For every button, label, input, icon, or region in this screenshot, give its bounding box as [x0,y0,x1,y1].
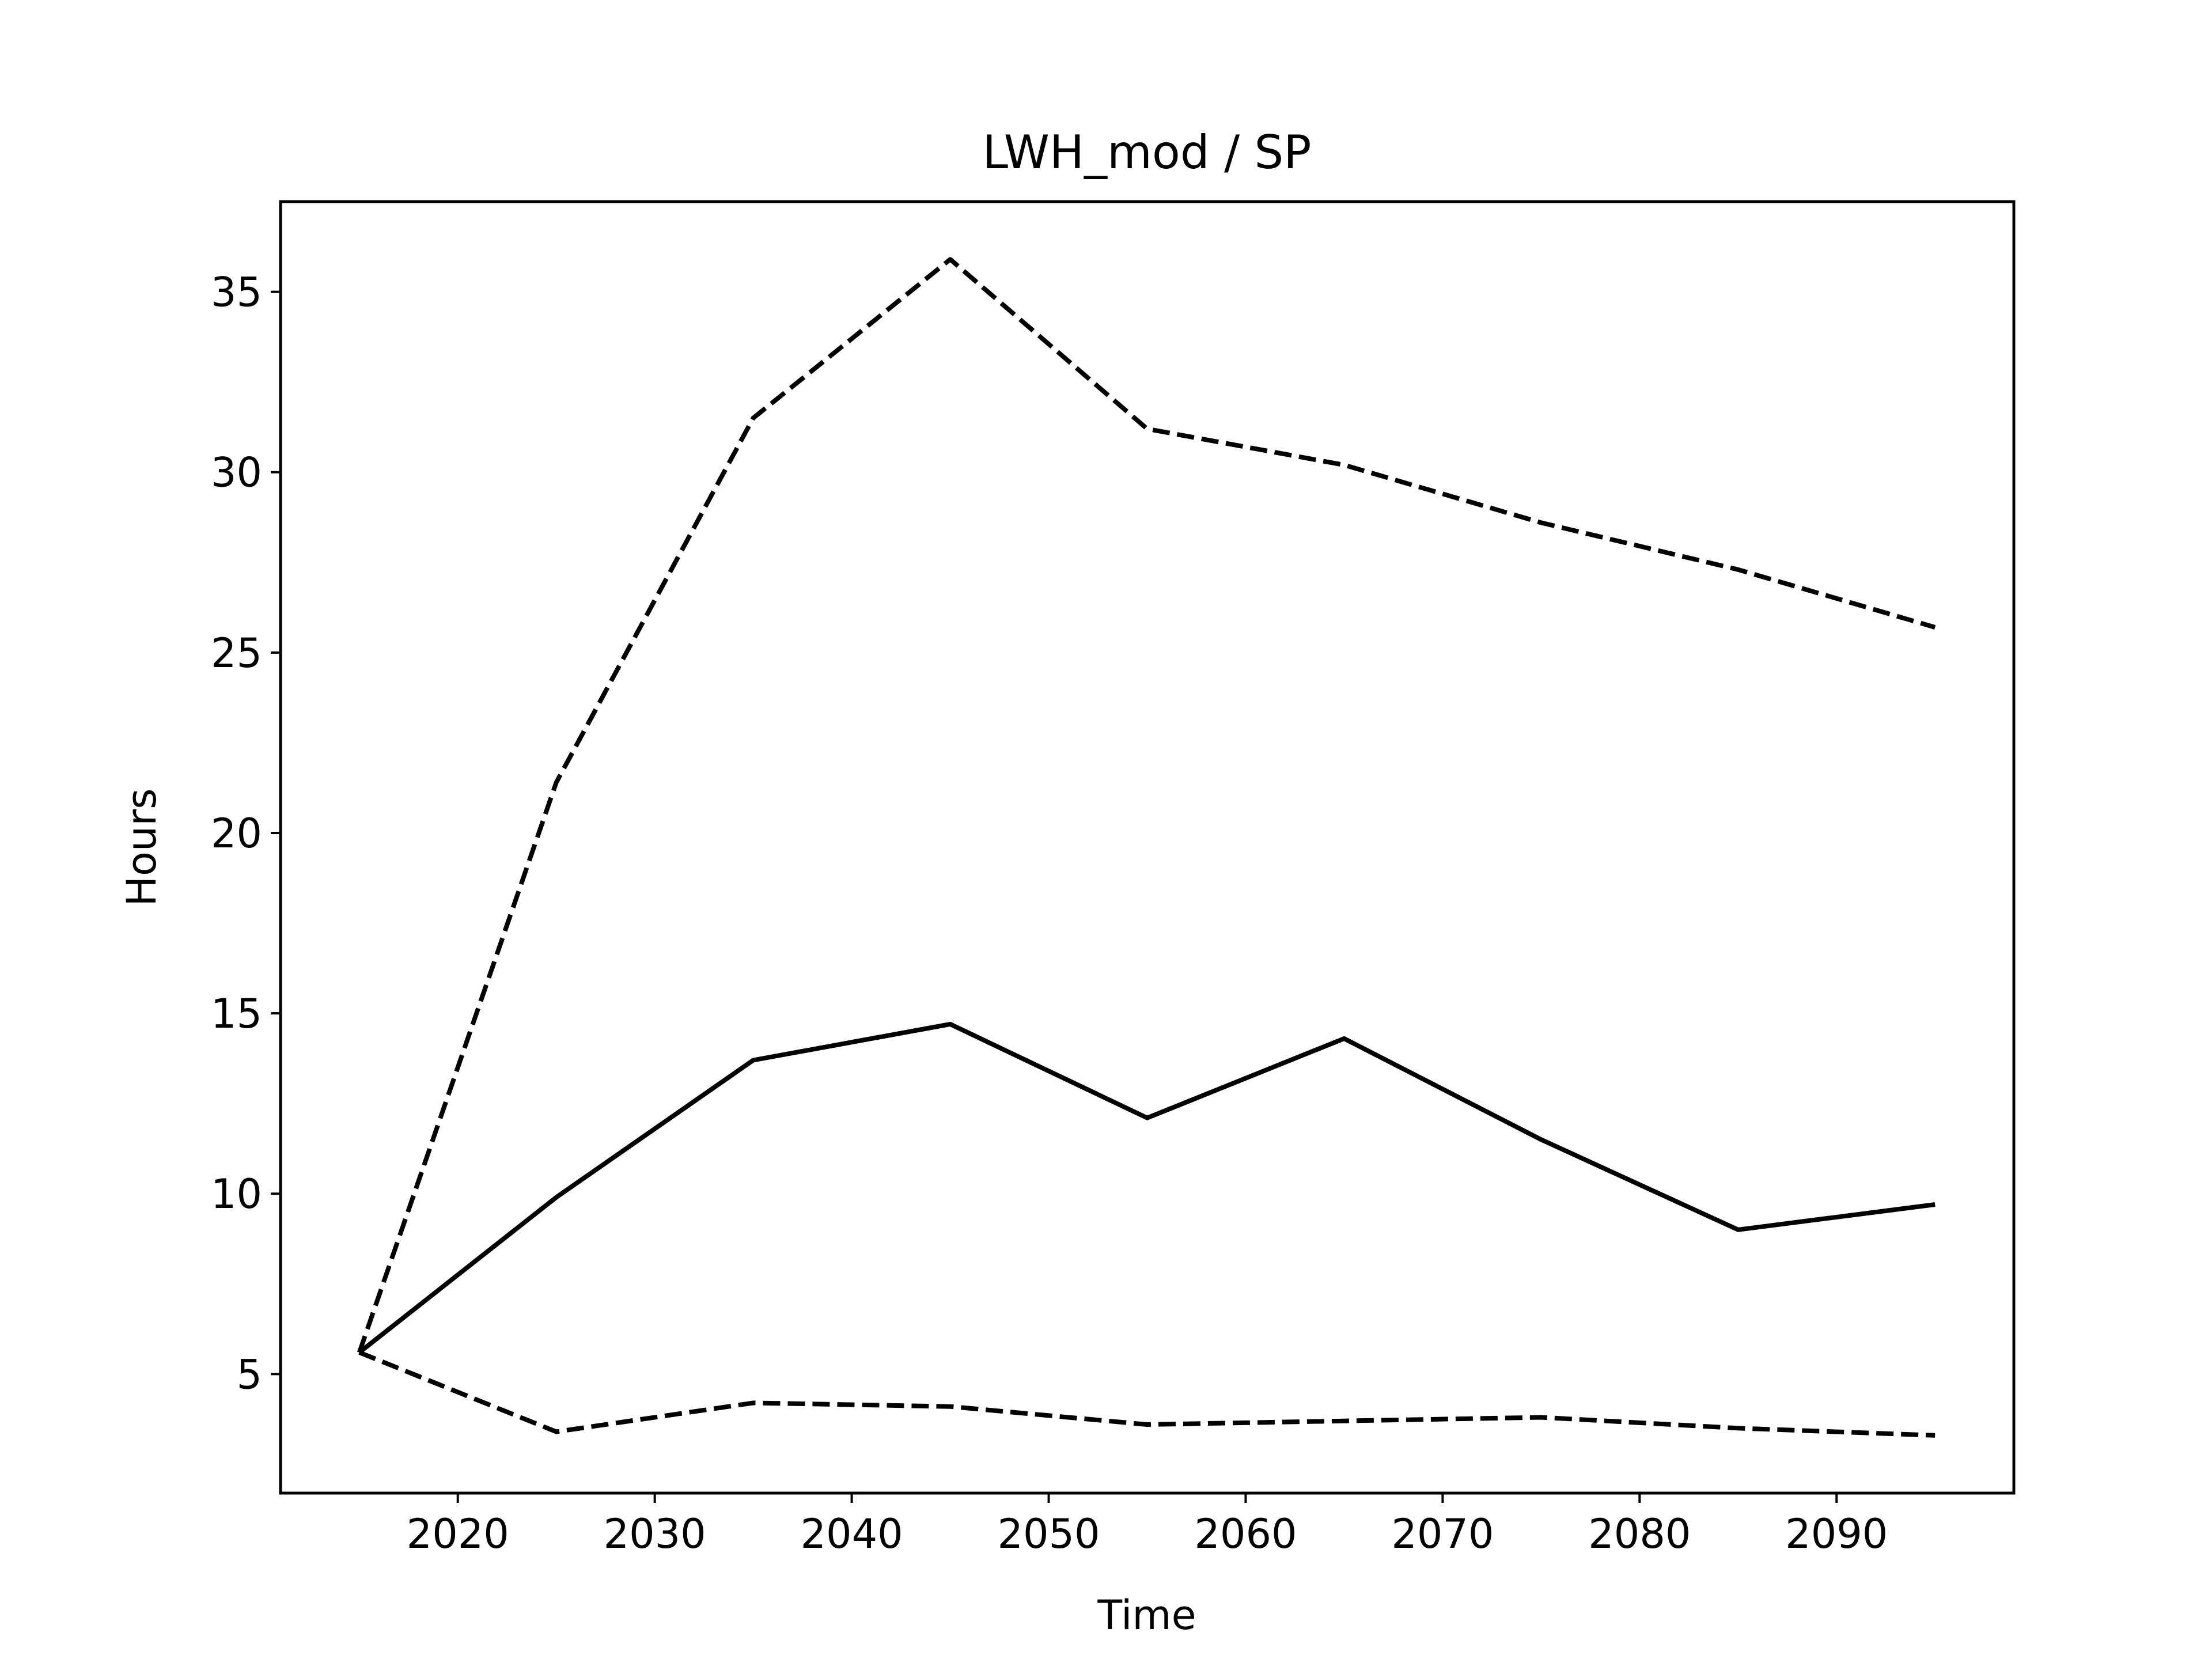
y-tick-label: 35 [211,269,262,316]
y-tick-label: 30 [211,449,262,497]
axes-frame [279,200,2016,1495]
x-tick-label: 2090 [1785,1510,1888,1558]
x-tick-label: 2060 [1194,1510,1297,1558]
y-tick-label: 10 [211,1171,262,1218]
series-layer [357,257,1936,1438]
series-line-1 [357,257,1936,1354]
series-line-3 [358,1350,1936,1438]
y-axis-label: Hours [118,788,165,906]
y-tick-label: 5 [236,1351,262,1398]
x-tick-label: 2080 [1588,1510,1691,1558]
x-tick-label: 2020 [407,1510,509,1558]
x-axis-label: Time [1097,1592,1196,1639]
y-tick-label: 25 [211,630,262,677]
x-tick-label: 2050 [997,1510,1100,1558]
y-tick-label: 15 [211,990,262,1037]
ticks-layer: 2020 2030 2040 2050 2060 2070 2080 2090 5 10 15 20 2… [211,269,1888,1558]
x-tick-label: 2070 [1391,1510,1494,1558]
series-line-2 [358,1021,1936,1354]
x-tick-label: 2040 [801,1510,903,1558]
x-tick-label: 2030 [604,1510,706,1558]
chart-title: LWH_mod / SP [983,126,1312,179]
y-tick-label: 20 [211,810,262,857]
